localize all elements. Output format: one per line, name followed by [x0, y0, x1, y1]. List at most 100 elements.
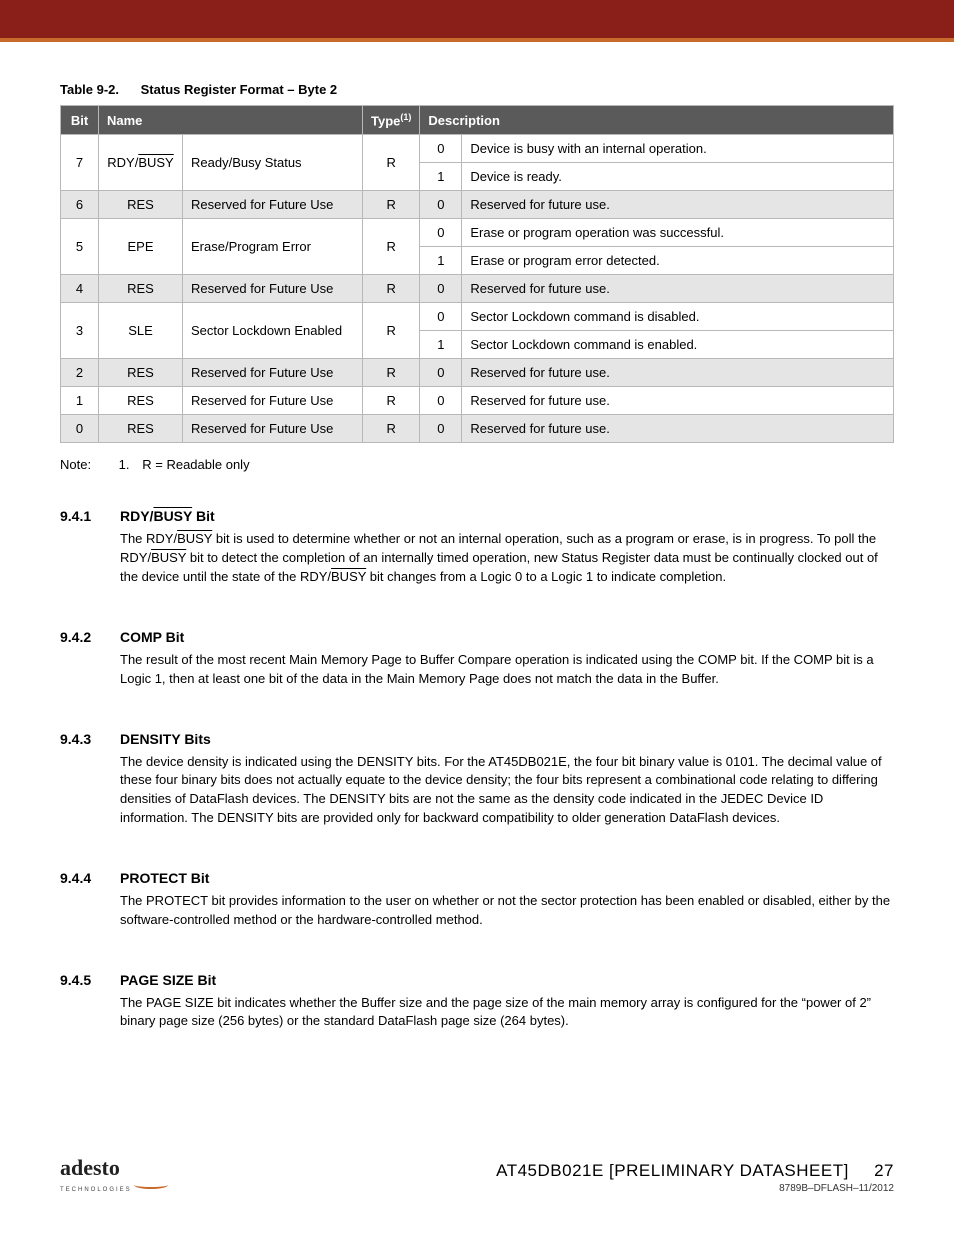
table-caption-number: Table 9-2.	[60, 82, 119, 97]
cell-description: Sector Lockdown command is disabled.	[462, 303, 894, 331]
table-caption-text: Status Register Format – Byte 2	[141, 82, 338, 97]
th-type-sup: (1)	[400, 112, 411, 122]
cell-value: 1	[420, 247, 462, 275]
section-paragraph: The RDY/BUSY bit is used to determine wh…	[120, 530, 894, 587]
cell-label: Reserved for Future Use	[183, 359, 363, 387]
cell-value: 0	[420, 191, 462, 219]
th-type-text: Type	[371, 113, 400, 128]
footer-right: AT45DB021E [PRELIMINARY DATASHEET] 27 87…	[496, 1161, 894, 1194]
section-title: COMP Bit	[120, 629, 894, 645]
cell-bit: 0	[61, 415, 99, 443]
cell-label: Sector Lockdown Enabled	[183, 303, 363, 359]
cell-type: R	[363, 415, 420, 443]
th-bit: Bit	[61, 106, 99, 135]
cell-description: Sector Lockdown command is enabled.	[462, 331, 894, 359]
status-register-table: Bit Name Type(1) Description 7RDY/BUSYRe…	[60, 105, 894, 443]
section-title: RDY/BUSY Bit	[120, 508, 894, 524]
cell-symbol: EPE	[99, 219, 183, 275]
section-title: PAGE SIZE Bit	[120, 972, 894, 988]
cell-value: 0	[420, 303, 462, 331]
cell-symbol: RES	[99, 359, 183, 387]
cell-type: R	[363, 275, 420, 303]
section: 9.4.2COMP Bit The result of the most rece…	[60, 629, 894, 695]
section-paragraph: The PROTECT bit provides information to …	[120, 892, 894, 930]
section-body: PAGE SIZE Bit The PAGE SIZE bit indicates…	[120, 972, 894, 1038]
page-number: 27	[874, 1161, 894, 1180]
cell-description: Reserved for future use.	[462, 191, 894, 219]
section-body: DENSITY Bits The device density is indica…	[120, 731, 894, 834]
cell-label: Reserved for Future Use	[183, 415, 363, 443]
cell-description: Erase or program operation was successfu…	[462, 219, 894, 247]
cell-bit: 1	[61, 387, 99, 415]
logo-swoosh-icon	[134, 1181, 168, 1189]
table-note: Note: 1. R = Readable only	[60, 457, 894, 472]
cell-description: Reserved for future use.	[462, 387, 894, 415]
section-number: 9.4.1	[60, 508, 120, 593]
section: 9.4.4PROTECT Bit The PROTECT bit provides…	[60, 870, 894, 936]
section-number: 9.4.4	[60, 870, 120, 936]
cell-label: Reserved for Future Use	[183, 191, 363, 219]
cell-type: R	[363, 387, 420, 415]
cell-symbol: RES	[99, 191, 183, 219]
logo-text: adesto	[60, 1155, 120, 1180]
table-row: 1RESReserved for Future UseR0Reserved fo…	[61, 387, 894, 415]
cell-description: Device is busy with an internal operatio…	[462, 135, 894, 163]
cell-bit: 5	[61, 219, 99, 275]
cell-bit: 4	[61, 275, 99, 303]
cell-symbol: RES	[99, 415, 183, 443]
cell-type: R	[363, 303, 420, 359]
table-row: 2RESReserved for Future UseR0Reserved fo…	[61, 359, 894, 387]
cell-bit: 6	[61, 191, 99, 219]
section-title: PROTECT Bit	[120, 870, 894, 886]
section-title: DENSITY Bits	[120, 731, 894, 747]
section-paragraph: The PAGE SIZE bit indicates whether the …	[120, 994, 894, 1032]
cell-value: 0	[420, 359, 462, 387]
footer-logo: adesto TECHNOLOGIES	[60, 1157, 168, 1194]
cell-type: R	[363, 359, 420, 387]
cell-bit: 2	[61, 359, 99, 387]
cell-label: Reserved for Future Use	[183, 275, 363, 303]
cell-description: Erase or program error detected.	[462, 247, 894, 275]
cell-symbol: RES	[99, 387, 183, 415]
page-content: Table 9-2. Status Register Format – Byte…	[0, 42, 954, 1224]
cell-type: R	[363, 219, 420, 275]
cell-value: 0	[420, 219, 462, 247]
cell-label: Erase/Program Error	[183, 219, 363, 275]
cell-symbol: RDY/BUSY	[99, 135, 183, 191]
cell-description: Device is ready.	[462, 163, 894, 191]
section-paragraph: The device density is indicated using th…	[120, 753, 894, 828]
cell-value: 1	[420, 163, 462, 191]
cell-symbol: SLE	[99, 303, 183, 359]
table-row: 3SLESector Lockdown EnabledR0Sector Lock…	[61, 303, 894, 331]
section-number: 9.4.5	[60, 972, 120, 1038]
th-description: Description	[420, 106, 894, 135]
section-body: PROTECT Bit The PROTECT bit provides info…	[120, 870, 894, 936]
logo-subtext: TECHNOLOGIES	[60, 1187, 132, 1193]
note-text: R = Readable only	[142, 457, 249, 472]
section: 9.4.1RDY/BUSY Bit The RDY/BUSY bit is use…	[60, 508, 894, 593]
table-caption: Table 9-2. Status Register Format – Byte…	[60, 82, 894, 97]
table-header-row: Bit Name Type(1) Description	[61, 106, 894, 135]
section: 9.4.3DENSITY Bits The device density is i…	[60, 731, 894, 834]
section-body: RDY/BUSY Bit The RDY/BUSY bit is used to …	[120, 508, 894, 593]
cell-type: R	[363, 191, 420, 219]
section-paragraph: The result of the most recent Main Memor…	[120, 651, 894, 689]
th-type: Type(1)	[363, 106, 420, 135]
cell-value: 0	[420, 387, 462, 415]
page-footer: adesto TECHNOLOGIES AT45DB021E [PRELIMIN…	[60, 1157, 894, 1194]
note-num: 1.	[119, 457, 139, 472]
header-bar	[0, 0, 954, 42]
cell-label: Reserved for Future Use	[183, 387, 363, 415]
table-row: 6RESReserved for Future UseR0Reserved fo…	[61, 191, 894, 219]
cell-label: Ready/Busy Status	[183, 135, 363, 191]
section: 9.4.5PAGE SIZE Bit The PAGE SIZE bit indi…	[60, 972, 894, 1038]
cell-value: 0	[420, 275, 462, 303]
note-label: Note:	[60, 457, 115, 472]
section-number: 9.4.3	[60, 731, 120, 834]
section-number: 9.4.2	[60, 629, 120, 695]
section-body: COMP Bit The result of the most recent Ma…	[120, 629, 894, 695]
table-row: 7RDY/BUSYReady/Busy StatusR0Device is bu…	[61, 135, 894, 163]
doc-code: 8789B–DFLASH–11/2012	[496, 1183, 894, 1194]
cell-description: Reserved for future use.	[462, 359, 894, 387]
doc-title: AT45DB021E [PRELIMINARY DATASHEET]	[496, 1161, 849, 1180]
